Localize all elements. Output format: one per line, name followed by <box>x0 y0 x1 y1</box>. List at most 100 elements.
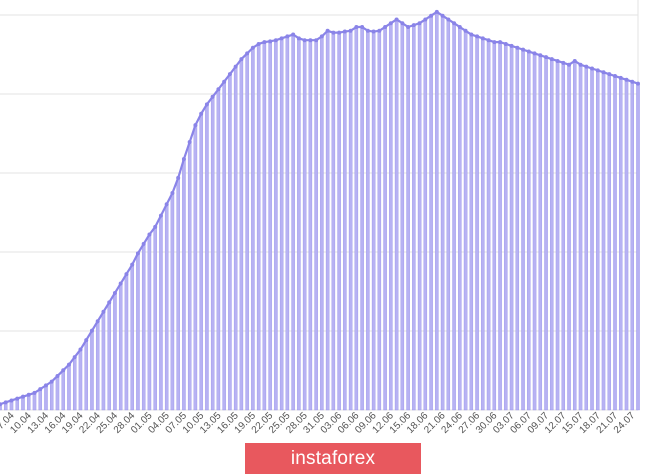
data-point <box>107 300 112 305</box>
data-point <box>636 81 640 86</box>
data-point <box>49 379 54 384</box>
data-point <box>55 373 60 378</box>
bar <box>389 23 393 411</box>
data-point <box>549 57 554 62</box>
data-point <box>158 213 163 218</box>
bar <box>44 385 48 411</box>
bar <box>509 45 514 411</box>
data-point <box>446 17 451 22</box>
bar <box>245 53 249 411</box>
bar <box>147 234 152 411</box>
data-point <box>72 355 77 360</box>
bar <box>596 70 600 411</box>
bar <box>50 381 54 411</box>
data-point <box>572 58 577 63</box>
bar <box>256 43 261 411</box>
bar <box>417 23 422 411</box>
bar <box>504 43 508 411</box>
data-point <box>331 30 336 35</box>
data-point <box>371 29 376 34</box>
bar <box>182 158 186 411</box>
bar <box>136 253 140 411</box>
bar <box>176 177 180 411</box>
bar <box>555 60 560 411</box>
bar <box>153 226 157 411</box>
data-point <box>383 25 388 29</box>
bar <box>354 26 359 411</box>
data-point <box>503 41 508 46</box>
data-point <box>181 157 186 162</box>
data-point <box>590 66 595 71</box>
bar <box>228 74 232 411</box>
bar <box>394 19 399 411</box>
bar <box>107 302 111 411</box>
data-point <box>170 190 175 195</box>
data-point <box>141 241 146 246</box>
bar <box>291 34 295 411</box>
data-point <box>176 175 181 180</box>
data-point <box>561 60 566 65</box>
data-point <box>394 17 399 22</box>
bar <box>538 55 543 411</box>
bar <box>498 41 502 411</box>
data-point <box>130 262 135 267</box>
bar <box>573 60 577 411</box>
bar <box>124 273 129 411</box>
bar <box>187 141 192 411</box>
bar <box>475 36 479 411</box>
data-point <box>164 202 169 207</box>
data-point <box>147 232 152 237</box>
data-point <box>457 25 462 29</box>
data-point <box>273 38 278 43</box>
bar <box>32 392 37 411</box>
data-point <box>26 392 31 397</box>
data-point <box>423 17 428 22</box>
data-point <box>285 34 290 39</box>
bar <box>84 339 88 411</box>
data-point <box>601 70 606 75</box>
bar <box>400 23 405 411</box>
bar <box>366 30 370 411</box>
data-point <box>365 28 370 33</box>
data-point <box>9 398 14 403</box>
data-point <box>429 13 434 18</box>
bar <box>308 40 313 411</box>
data-point <box>607 72 612 77</box>
bar <box>601 72 606 411</box>
data-point <box>239 57 244 62</box>
series-points <box>0 9 640 407</box>
data-point <box>84 338 89 343</box>
data-point <box>325 28 330 33</box>
data-point <box>262 40 267 45</box>
bar <box>90 330 94 411</box>
bar <box>193 124 198 411</box>
data-point <box>245 51 250 56</box>
bar <box>55 375 60 411</box>
data-point <box>388 21 393 26</box>
data-point <box>463 28 468 33</box>
bar <box>481 38 485 411</box>
data-point <box>480 36 485 41</box>
data-point <box>268 39 273 44</box>
bar <box>164 204 169 411</box>
x-axis-tick-labels: 07.0410.0413.0416.0419.0422.0425.0428.04… <box>0 410 638 436</box>
bar <box>337 32 341 411</box>
bar <box>561 62 566 411</box>
bar <box>607 74 611 411</box>
bar <box>613 75 617 411</box>
data-point <box>153 224 158 229</box>
bar <box>222 81 226 411</box>
data-point <box>595 68 600 73</box>
series-line <box>0 10 639 406</box>
data-point <box>434 9 439 14</box>
bar <box>199 113 203 411</box>
bar <box>61 370 65 411</box>
instaforex-watermark: instaforex <box>245 443 421 474</box>
bar <box>274 40 278 411</box>
data-point <box>526 49 531 54</box>
data-point <box>452 21 457 26</box>
bar <box>406 26 410 411</box>
data-point <box>348 28 353 33</box>
bar <box>486 40 491 411</box>
